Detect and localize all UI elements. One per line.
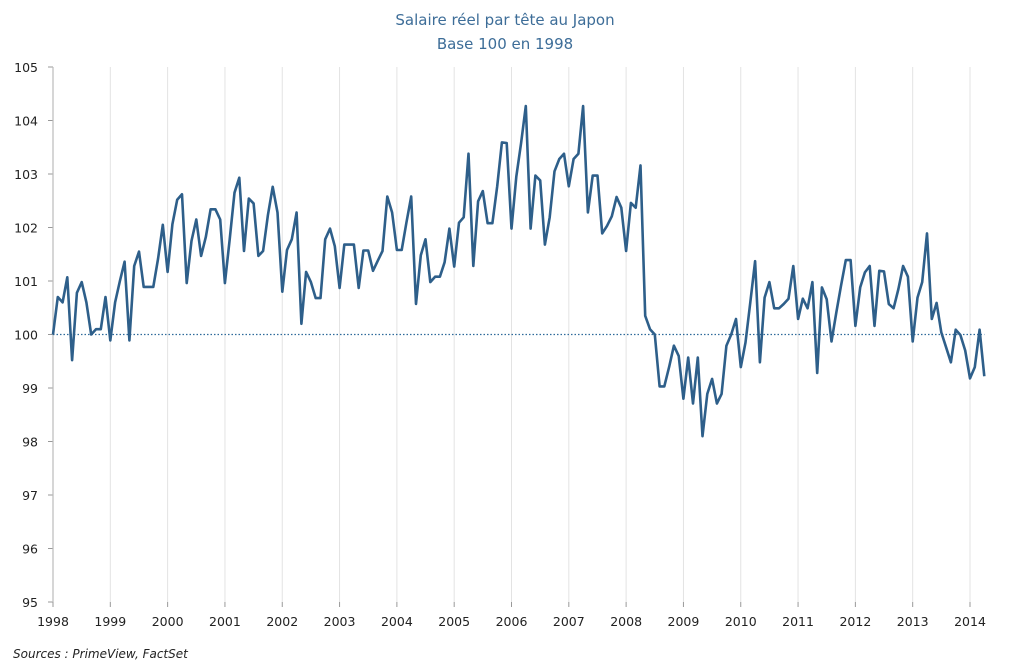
y-tick-label: 104 (14, 114, 38, 129)
x-tick-label: 2014 (954, 614, 986, 629)
y-tick-label: 97 (22, 488, 38, 503)
y-tick-label: 102 (14, 221, 38, 236)
x-tick-label: 2003 (324, 614, 356, 629)
y-tick-label: 95 (22, 595, 38, 610)
series-lines (51, 104, 986, 438)
y-tick-label: 101 (14, 274, 38, 289)
x-tick-label: 1998 (37, 614, 69, 629)
series-line (51, 104, 986, 438)
x-tick-label: 2002 (266, 614, 298, 629)
x-tick-label: 1999 (94, 614, 126, 629)
y-tick-label: 99 (22, 381, 38, 396)
y-tick-label: 98 (22, 435, 38, 450)
x-tick-label: 2010 (725, 614, 757, 629)
x-tick-label: 2000 (152, 614, 184, 629)
x-tick-label: 2001 (209, 614, 241, 629)
x-tick-label: 2004 (381, 614, 413, 629)
source-note: Sources : PrimeView, FactSet (13, 647, 188, 661)
x-tick-label: 2006 (496, 614, 528, 629)
x-tick-label: 2012 (839, 614, 871, 629)
tick-labels: 1998 1999 2000 2001 2002 2003 2004 2005 2006 2007… (14, 60, 986, 629)
y-tick-label: 103 (14, 167, 38, 182)
x-tick-label: 2007 (553, 614, 585, 629)
y-tick-label: 105 (14, 60, 38, 75)
chart-subtitle: Base 100 en 1998 (436, 35, 574, 53)
chart-title: Salaire réel par tête au Japon (395, 11, 615, 29)
x-tick-label: 2008 (610, 614, 642, 629)
x-tick-label: 2005 (438, 614, 470, 629)
y-tick-label: 100 (14, 328, 38, 343)
x-tick-label: 2011 (782, 614, 814, 629)
x-tick-label: 2013 (897, 614, 929, 629)
x-tick-label: 2009 (668, 614, 700, 629)
y-tick-label: 96 (22, 542, 38, 557)
